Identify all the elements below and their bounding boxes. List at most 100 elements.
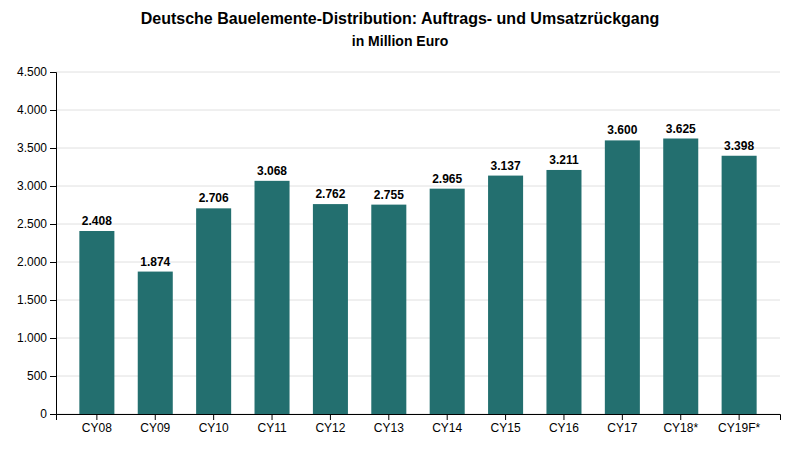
tick-mark bbox=[680, 414, 681, 420]
tick-label: CY17 bbox=[607, 421, 637, 435]
tick-label: CY16 bbox=[549, 421, 579, 435]
tick: CY12 bbox=[315, 414, 345, 435]
tick-mark bbox=[622, 414, 623, 420]
title: Deutsche Bauelemente-Distribution: Auftr… bbox=[141, 10, 660, 27]
tick-mark bbox=[213, 414, 214, 420]
bar bbox=[488, 176, 523, 414]
grid-line bbox=[56, 72, 780, 73]
tick-label: 4.000 bbox=[17, 103, 47, 117]
tick-mark bbox=[50, 224, 56, 225]
data-label: 3.068 bbox=[257, 164, 287, 178]
tick-mark bbox=[50, 414, 56, 415]
tick-label: CY13 bbox=[374, 421, 404, 435]
tick-mark bbox=[50, 300, 56, 301]
bar bbox=[663, 139, 698, 415]
bar bbox=[138, 272, 173, 414]
tick: 4.000 bbox=[17, 103, 56, 117]
tick: CY10 bbox=[199, 414, 229, 435]
tick: 1.000 bbox=[17, 331, 56, 345]
grid bbox=[56, 72, 780, 414]
tick-mark bbox=[96, 414, 97, 420]
data-label: 2.706 bbox=[199, 191, 229, 205]
tick-label: 2.500 bbox=[17, 217, 47, 231]
tick-label: CY15 bbox=[491, 421, 521, 435]
bar bbox=[79, 231, 114, 414]
tick: 0 bbox=[40, 407, 56, 421]
tick: CY13 bbox=[374, 414, 404, 435]
bar bbox=[546, 170, 581, 414]
tick-label: 3.000 bbox=[17, 179, 47, 193]
tick-label: CY09 bbox=[140, 421, 170, 435]
tick: 500 bbox=[27, 369, 56, 383]
tick-label: CY12 bbox=[315, 421, 345, 435]
tick: CY16 bbox=[549, 414, 579, 435]
tick-label: 1.000 bbox=[17, 331, 47, 345]
subtitle: in Million Euro bbox=[352, 33, 448, 49]
bar bbox=[722, 156, 757, 414]
tick-label: CY18* bbox=[663, 421, 698, 435]
tick: CY14 bbox=[432, 414, 462, 435]
tick-mark bbox=[272, 414, 273, 420]
tick: CY09 bbox=[140, 414, 170, 435]
tick-label: 4.500 bbox=[17, 65, 47, 79]
tick: 4.500 bbox=[17, 65, 56, 79]
tick-label: CY14 bbox=[432, 421, 462, 435]
bar bbox=[430, 189, 465, 414]
tick-label: 0 bbox=[40, 407, 47, 421]
tick-mark bbox=[739, 414, 740, 420]
tick-mark bbox=[563, 414, 564, 420]
data-label: 3.137 bbox=[491, 159, 521, 173]
tick: CY19F* bbox=[718, 414, 760, 435]
tick-label: CY11 bbox=[257, 421, 286, 435]
data-label: 1.874 bbox=[140, 255, 170, 269]
tick: 2.000 bbox=[17, 255, 56, 269]
x-axis: CY08 CY09 CY10 CY11 CY12 CY13 CY14 CY15 CY16 CY17… bbox=[57, 414, 781, 435]
bar bbox=[255, 181, 290, 414]
tick: CY17 bbox=[607, 414, 637, 435]
tick-mark bbox=[50, 186, 56, 187]
tick-mark bbox=[505, 414, 506, 420]
tick-mark bbox=[330, 414, 331, 420]
tick-mark bbox=[50, 148, 56, 149]
tick: CY08 bbox=[82, 414, 112, 435]
tick: CY18* bbox=[663, 414, 698, 435]
tick: 3.500 bbox=[17, 141, 56, 155]
tick: 3.000 bbox=[17, 179, 56, 193]
tick-mark bbox=[447, 414, 448, 420]
tick: CY11 bbox=[257, 414, 286, 435]
data-label: 3.398 bbox=[724, 139, 754, 153]
tick-label: 1.500 bbox=[17, 293, 47, 307]
data-label: 3.625 bbox=[666, 122, 696, 136]
data-label: 3.211 bbox=[549, 153, 579, 167]
tick-label: 2.000 bbox=[17, 255, 47, 269]
tick-mark bbox=[50, 338, 56, 339]
tick-label: 3.500 bbox=[17, 141, 47, 155]
data-label: 2.762 bbox=[315, 187, 345, 201]
tick: 1.500 bbox=[17, 293, 56, 307]
y-axis: 0 500 1.000 1.500 2.000 2.500 3.000 3.500 4.000 4… bbox=[17, 65, 57, 421]
data-labels: 2.408 1.874 2.706 3.068 2.762 2.755 2.965 3.137… bbox=[82, 122, 755, 269]
tick-mark bbox=[50, 72, 56, 73]
tick-label: 500 bbox=[27, 369, 47, 383]
axis-line bbox=[57, 415, 781, 421]
tick-mark bbox=[50, 376, 56, 377]
bar bbox=[605, 140, 640, 414]
data-label: 2.408 bbox=[82, 214, 112, 228]
bar bbox=[313, 204, 348, 414]
tick-label: CY10 bbox=[199, 421, 229, 435]
tick-mark bbox=[155, 414, 156, 420]
axis-line bbox=[50, 73, 57, 415]
grid-line bbox=[56, 110, 780, 111]
chart: Deutsche Bauelemente-Distribution: Auftr… bbox=[0, 0, 800, 450]
data-label: 2.965 bbox=[432, 172, 462, 186]
tick: 2.500 bbox=[17, 217, 56, 231]
data-label: 3.600 bbox=[607, 123, 637, 137]
bar bbox=[371, 205, 406, 414]
tick-label: CY19F* bbox=[718, 421, 760, 435]
bar bbox=[196, 208, 231, 414]
data-label: 2.755 bbox=[374, 188, 404, 202]
tick-label: CY08 bbox=[82, 421, 112, 435]
tick: CY15 bbox=[491, 414, 521, 435]
bars bbox=[79, 139, 756, 415]
tick-mark bbox=[388, 414, 389, 420]
